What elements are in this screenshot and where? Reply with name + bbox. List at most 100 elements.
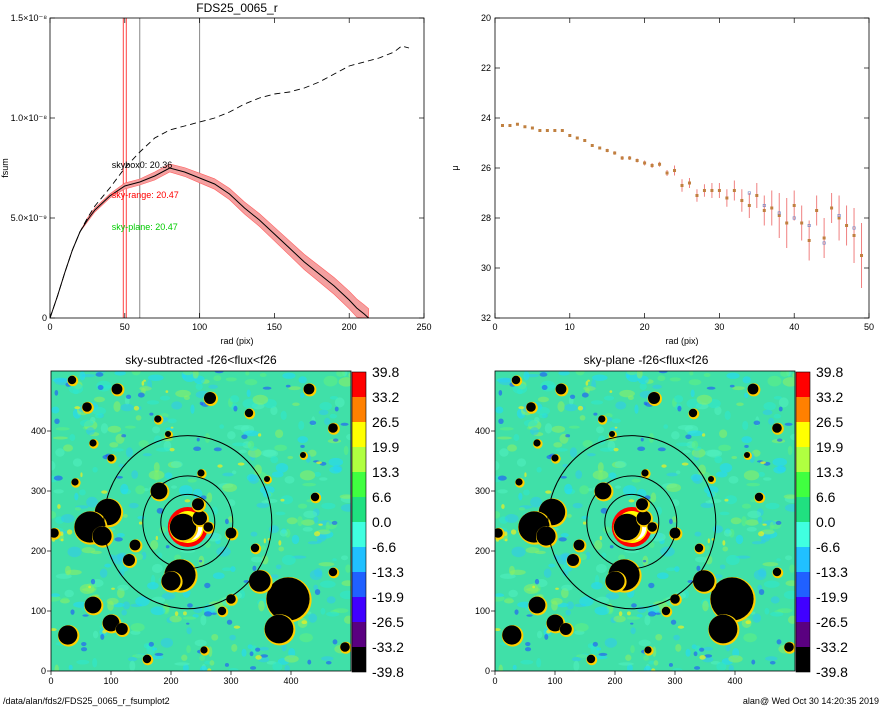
map-noise-blue xyxy=(693,651,698,657)
map-noise-yellow xyxy=(57,504,61,510)
map-noise xyxy=(152,647,158,651)
map-noise xyxy=(782,377,795,387)
map-noise xyxy=(792,372,795,378)
masked-source xyxy=(169,513,197,541)
map-noise xyxy=(688,379,702,386)
map-noise-blue xyxy=(314,589,321,595)
masked-source xyxy=(200,646,208,654)
colorbar-swatch xyxy=(796,547,810,572)
mu-point xyxy=(815,209,819,212)
mu-x-tick-label: 10 xyxy=(565,322,575,332)
masked-source xyxy=(165,431,171,437)
colorbar-label: 33.2 xyxy=(816,389,843,405)
map-noise xyxy=(182,616,197,620)
mu-point xyxy=(613,151,617,155)
map-x-tick-label: 200 xyxy=(607,676,622,686)
map-noise xyxy=(127,656,138,662)
mu-point xyxy=(665,171,669,175)
aperture-ring-0 xyxy=(604,493,660,551)
mu-point xyxy=(830,206,834,210)
map-noise xyxy=(523,371,530,381)
map-image-3 xyxy=(495,371,795,671)
map-noise xyxy=(153,462,160,473)
map-noise xyxy=(777,608,793,614)
map-noise xyxy=(744,392,749,399)
annotation-2: sky-plane: 20.47 xyxy=(112,222,178,232)
map-noise xyxy=(131,470,139,479)
map-noise xyxy=(579,485,590,495)
map-noise xyxy=(689,371,694,376)
map-noise-yellow xyxy=(111,587,115,590)
map-noise xyxy=(666,483,682,493)
fsum-chart-title: FDS25_0065_r xyxy=(196,1,277,15)
masked-source xyxy=(747,383,759,395)
map-noise xyxy=(636,614,643,618)
map-noise xyxy=(51,511,57,519)
map-noise xyxy=(325,521,330,532)
map-x-tick-label: 200 xyxy=(163,676,178,686)
map-noise xyxy=(523,419,538,427)
map-noise xyxy=(199,655,206,661)
map-noise xyxy=(348,372,351,378)
masked-source xyxy=(661,606,671,616)
colorbar-label: 39.8 xyxy=(372,364,399,380)
mu-point xyxy=(710,189,714,192)
map-noise xyxy=(523,489,530,496)
map-noise-blue xyxy=(558,537,567,542)
map-noise xyxy=(630,627,636,635)
masked-source xyxy=(154,415,162,423)
sky-plane-map-panel: sky-plane -f26<flux<f26 0 100 200 300 400 0 10… xyxy=(475,353,848,686)
map-noise xyxy=(783,590,795,600)
map-noise xyxy=(657,375,666,382)
map-noise xyxy=(190,404,195,414)
map-noise xyxy=(160,637,174,648)
masked-source xyxy=(536,526,556,546)
map-noise xyxy=(211,633,219,641)
map-noise xyxy=(530,496,542,508)
map-noise xyxy=(206,532,222,542)
map-noise xyxy=(716,661,727,671)
map-noise xyxy=(320,607,326,615)
masked-source xyxy=(203,522,213,532)
aperture-ring-1 xyxy=(142,475,234,570)
colorbar-label: -13.3 xyxy=(816,564,848,580)
map-noise xyxy=(630,645,635,654)
map-noise xyxy=(591,582,603,590)
map-noise xyxy=(590,400,604,405)
map-noise-blue xyxy=(778,406,783,412)
map-noise xyxy=(593,655,608,660)
map-noise xyxy=(569,447,578,458)
map-noise xyxy=(286,517,298,525)
map-noise xyxy=(275,564,282,570)
map-noise xyxy=(222,483,238,493)
mu-point xyxy=(553,129,557,132)
colorbar-label: 13.3 xyxy=(816,464,843,480)
map-noise xyxy=(512,664,517,670)
map-noise xyxy=(736,402,744,407)
map-frame xyxy=(50,370,352,672)
map-noise xyxy=(773,466,786,474)
mu-point xyxy=(530,126,534,130)
map-noise xyxy=(135,485,146,495)
map-noise xyxy=(122,513,128,518)
map-noise xyxy=(92,466,98,473)
map-y-tick-label: 0 xyxy=(485,666,490,676)
map-noise xyxy=(229,634,236,641)
map-noise xyxy=(216,546,231,557)
fsum-y-tick-label: 0 xyxy=(42,313,47,323)
map-noise xyxy=(557,401,565,413)
map-noise-blue xyxy=(137,392,145,398)
map-noise xyxy=(763,401,776,411)
fsum-x-tick-label: 200 xyxy=(342,322,357,332)
map-noise xyxy=(309,569,323,581)
mu-point xyxy=(800,221,804,225)
mu-point xyxy=(725,196,729,200)
map-noise xyxy=(149,655,164,660)
map-noise xyxy=(575,470,583,479)
map-noise-blue xyxy=(332,639,338,645)
map-noise xyxy=(247,440,255,450)
map-noise xyxy=(170,460,183,468)
map-noise-blue xyxy=(233,405,238,412)
masked-source xyxy=(605,571,625,591)
map-noise xyxy=(142,453,152,457)
